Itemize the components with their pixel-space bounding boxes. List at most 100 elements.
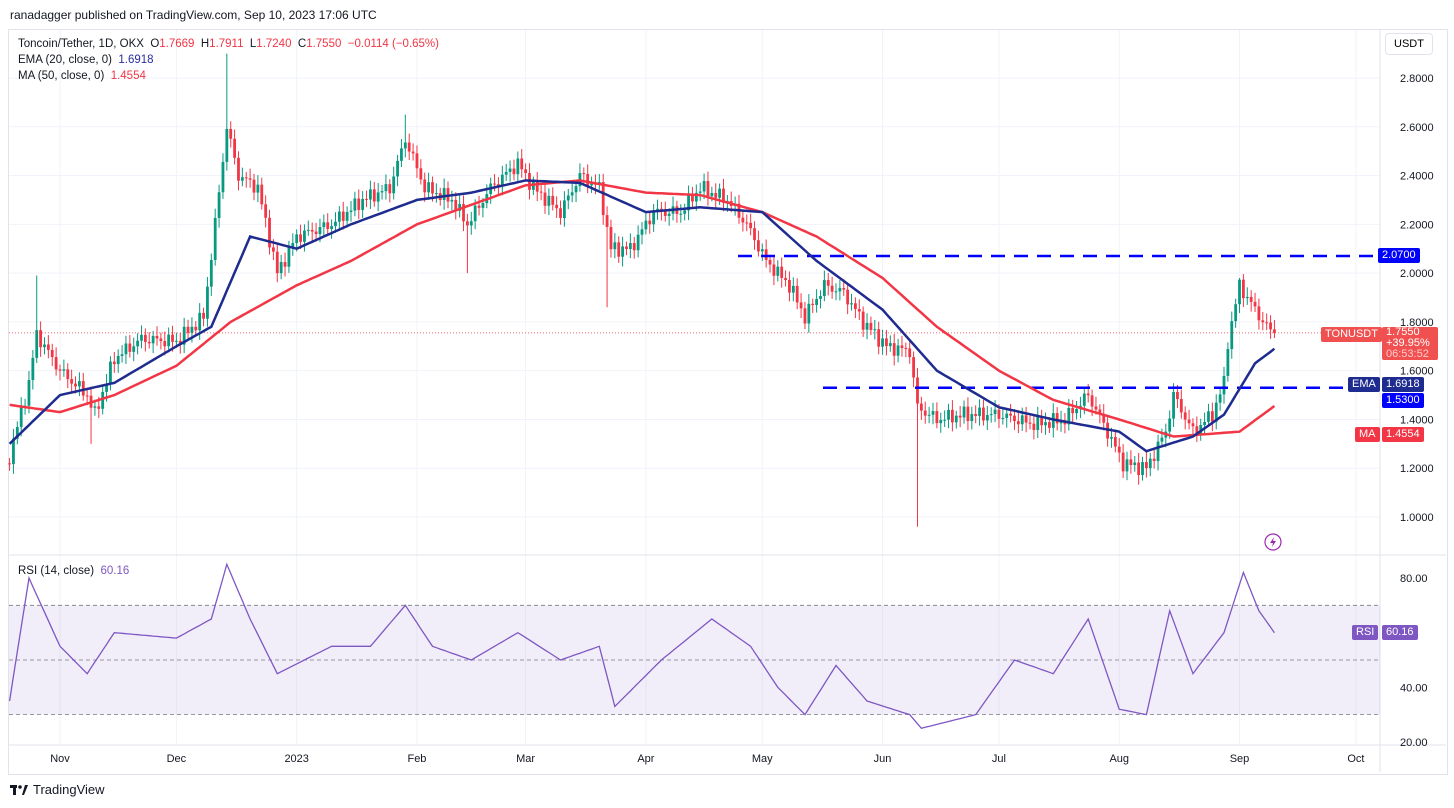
ema-axis-label: EMA xyxy=(1348,377,1380,392)
candle-body xyxy=(171,334,174,342)
candle-body xyxy=(916,377,919,404)
close-value: 1.7550 xyxy=(306,38,342,50)
candle-body xyxy=(380,191,384,193)
candle-body xyxy=(493,183,496,185)
ma-legend-label[interactable]: MA (50, close, 0) xyxy=(18,70,105,82)
candle-body xyxy=(1273,329,1276,333)
candle-body xyxy=(97,406,101,409)
candle-body xyxy=(400,148,403,161)
close-label: C xyxy=(297,38,307,50)
candle-body xyxy=(551,195,555,205)
candle-body xyxy=(466,221,469,226)
candle-body xyxy=(434,193,438,195)
candle-body xyxy=(1141,462,1144,475)
candle-body xyxy=(982,407,985,421)
candle-body xyxy=(384,184,388,192)
candle-body xyxy=(559,208,562,218)
candle-body xyxy=(349,210,353,212)
candle-body xyxy=(1207,411,1210,422)
candle-body xyxy=(617,242,621,257)
candle-body xyxy=(291,243,295,247)
ema-legend-label[interactable]: EMA (20, close, 0) xyxy=(18,54,112,66)
candle-body xyxy=(1040,416,1044,426)
candle-body xyxy=(908,348,912,358)
candle-body xyxy=(854,303,857,310)
candle-body xyxy=(1075,409,1078,414)
candle-body xyxy=(760,249,764,252)
candle-body xyxy=(1152,458,1156,461)
candle-body xyxy=(306,229,310,231)
candle-body xyxy=(1005,413,1009,418)
candle-body xyxy=(132,346,136,352)
candle-body xyxy=(450,199,454,202)
candle-body xyxy=(54,357,58,370)
currency-button[interactable]: USDT xyxy=(1385,33,1433,55)
candle-body xyxy=(1191,423,1195,427)
candle-body xyxy=(962,406,966,418)
candle-body xyxy=(186,326,190,333)
candle-body xyxy=(295,234,299,244)
price-tick-label: 1.8000 xyxy=(1400,317,1434,329)
time-tick-label: May xyxy=(752,753,773,765)
candle-body xyxy=(233,138,236,158)
time-tick-label: Apr xyxy=(637,753,654,765)
candle-body xyxy=(1265,322,1269,324)
candle-body xyxy=(989,414,993,416)
candle-body xyxy=(1160,437,1164,442)
candle-body xyxy=(846,289,850,305)
candle-body xyxy=(163,341,167,347)
candle-body xyxy=(303,230,306,242)
candle-body xyxy=(830,285,834,292)
time-tick-label: Mar xyxy=(516,753,535,765)
candle-body xyxy=(279,262,283,274)
candle-body xyxy=(310,229,314,232)
candle-body xyxy=(1172,392,1175,419)
candle-body xyxy=(718,188,721,198)
candle-body xyxy=(237,157,240,181)
candle-body xyxy=(1113,437,1117,447)
time-tick-label: Feb xyxy=(407,753,426,765)
candle-body xyxy=(706,181,710,197)
candle-body xyxy=(1257,306,1261,321)
candle-body xyxy=(190,326,194,333)
event-flash-icon[interactable] xyxy=(1264,533,1282,551)
footer-brand[interactable]: TradingView xyxy=(10,782,105,797)
ema-axis-value: 1.6918 xyxy=(1382,377,1424,392)
candle-body xyxy=(1110,437,1113,439)
candle-body xyxy=(167,334,171,347)
candle-body xyxy=(1218,394,1222,403)
candle-body xyxy=(19,406,23,427)
candle-body xyxy=(341,211,345,221)
candle-body xyxy=(838,288,842,292)
candle-body xyxy=(815,298,818,305)
chart-legend: Toncoin/Tether, 1D, OKX O1.7669 H1.7911 … xyxy=(18,36,439,84)
candle-body xyxy=(881,338,884,347)
candle-body xyxy=(365,198,368,200)
candle-body xyxy=(78,381,81,387)
brand-name: TradingView xyxy=(33,782,105,797)
candle-body xyxy=(27,379,31,406)
time-tick-label: Dec xyxy=(167,753,187,765)
candle-body xyxy=(788,279,791,293)
candle-body xyxy=(1082,393,1086,406)
ma50-line xyxy=(9,179,1276,438)
candle-body xyxy=(116,355,120,365)
candle-body xyxy=(857,309,861,312)
candle-body xyxy=(240,177,244,181)
candle-body xyxy=(958,415,962,418)
candle-body xyxy=(206,286,209,319)
candle-body xyxy=(1238,279,1241,305)
candle-body xyxy=(345,211,349,221)
candle-body xyxy=(1102,413,1106,423)
low-value: 1.7240 xyxy=(256,38,292,50)
candle-body xyxy=(101,391,105,409)
rsi-legend-label[interactable]: RSI (14, close) xyxy=(18,565,95,577)
rsi-axis-label: RSI xyxy=(1352,625,1379,640)
candle-body xyxy=(1090,395,1094,407)
candle-body xyxy=(1245,296,1249,299)
candle-body xyxy=(334,221,337,227)
candle-body xyxy=(698,191,702,193)
symbol-title[interactable]: Toncoin/Tether, 1D, OKX xyxy=(18,38,144,50)
candle-body xyxy=(640,229,644,235)
